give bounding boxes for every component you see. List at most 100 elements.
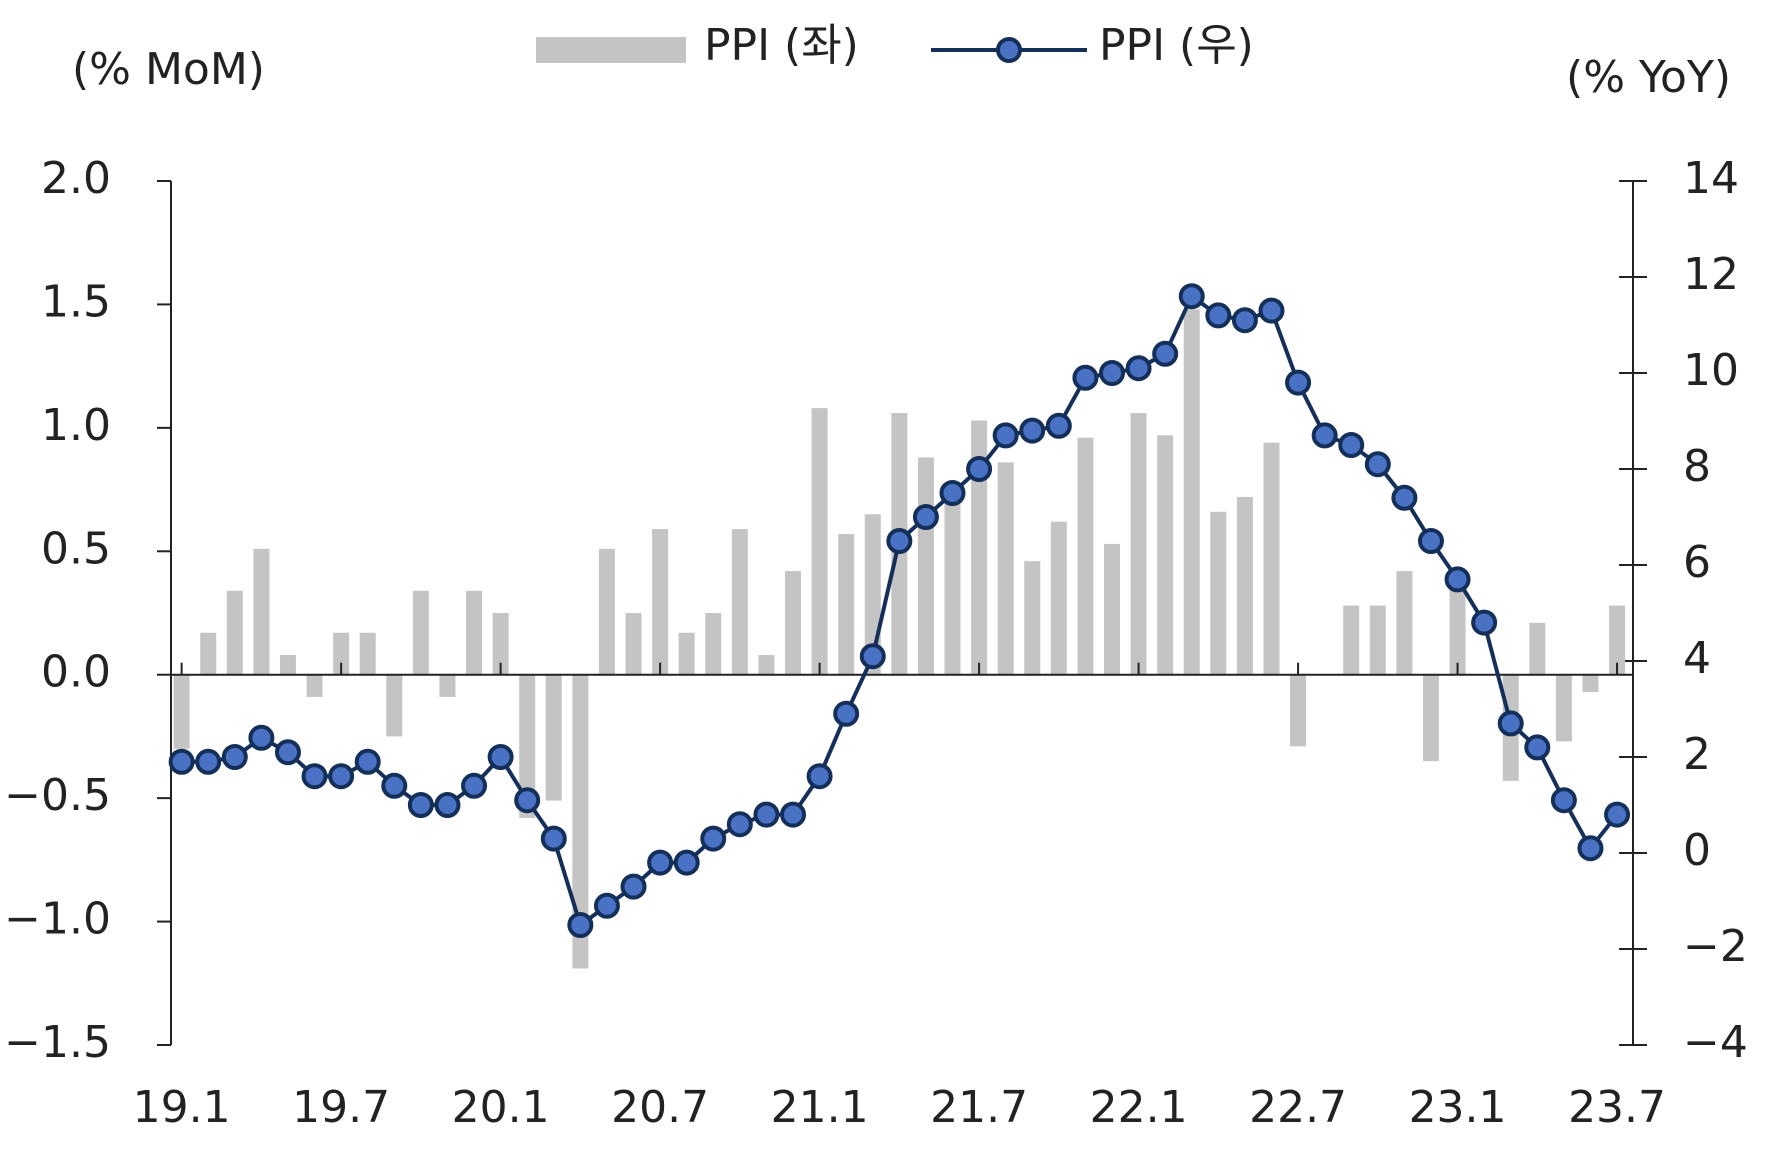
bar <box>1103 543 1120 675</box>
y-tick-label: 0.0 <box>41 647 111 698</box>
marker <box>673 849 700 876</box>
y2-tick-label: 6 <box>1683 537 1711 588</box>
marker <box>354 748 381 775</box>
marker <box>1364 451 1391 478</box>
bar <box>1396 571 1413 675</box>
bar <box>1130 413 1147 675</box>
x-tick-label: 19.1 <box>133 1082 231 1133</box>
bar <box>1236 496 1253 675</box>
x-tick-label: 23.1 <box>1409 1082 1507 1133</box>
x-tick-label: 19.7 <box>292 1082 390 1133</box>
bar <box>944 487 961 675</box>
marker <box>1072 364 1099 391</box>
bar <box>1183 309 1200 675</box>
bar <box>466 590 483 675</box>
marker <box>726 811 753 838</box>
y-tick-label: 1.0 <box>41 400 111 451</box>
marker <box>593 892 620 919</box>
marker <box>1258 297 1285 324</box>
bar <box>1050 521 1067 675</box>
marker <box>700 825 727 852</box>
y2-tick-label: 0 <box>1683 825 1711 876</box>
bar <box>492 613 509 675</box>
marker <box>1045 412 1072 439</box>
legend-label: PPI (우) <box>1099 20 1254 71</box>
marker <box>780 801 807 828</box>
marker <box>1417 528 1444 554</box>
legend-marker <box>996 37 1022 63</box>
bar <box>1290 674 1307 747</box>
bar <box>997 462 1014 675</box>
y-tick-label: 1.5 <box>41 276 111 327</box>
bar <box>758 654 775 675</box>
marker <box>939 480 966 506</box>
bar <box>625 613 642 675</box>
bar <box>838 534 855 675</box>
marker <box>1604 801 1631 828</box>
marker <box>248 724 275 751</box>
marker <box>912 504 939 530</box>
marker <box>1444 566 1471 593</box>
bar <box>1263 442 1280 675</box>
marker <box>886 528 913 554</box>
y2-tick-label: −4 <box>1683 1017 1748 1068</box>
bar <box>917 457 934 675</box>
bar <box>1369 605 1386 675</box>
legend-label: PPI (좌) <box>704 20 859 71</box>
marker <box>1524 734 1551 761</box>
x-tick-label: 21.1 <box>771 1082 869 1133</box>
marker <box>1125 355 1152 382</box>
marker <box>992 422 1019 449</box>
y2-tick-label: 2 <box>1683 729 1711 780</box>
x-tick-label: 23.7 <box>1568 1082 1666 1133</box>
bar <box>785 571 802 675</box>
marker <box>647 849 674 876</box>
marker <box>514 787 541 814</box>
y2-tick-label: 12 <box>1683 249 1739 300</box>
bar <box>1555 674 1572 742</box>
x-tick-label: 21.7 <box>930 1082 1028 1133</box>
x-tick-label: 22.7 <box>1249 1082 1347 1133</box>
y-tick-label: 0.5 <box>41 523 111 574</box>
bar <box>652 529 669 675</box>
y2-tick-label: −2 <box>1683 921 1748 972</box>
bar <box>386 674 403 737</box>
bar <box>572 674 589 969</box>
marker <box>1231 307 1258 334</box>
bar <box>519 674 536 818</box>
marker <box>1285 369 1312 396</box>
bar <box>705 613 722 675</box>
bar <box>439 674 456 697</box>
marker <box>1152 340 1179 367</box>
y-tick-label: −1.5 <box>4 1017 111 1068</box>
marker <box>381 772 408 799</box>
marker <box>168 748 195 775</box>
marker <box>487 744 514 770</box>
bar <box>1343 605 1360 675</box>
marker <box>407 792 434 818</box>
x-tick-label: 20.7 <box>611 1082 709 1133</box>
bar <box>333 632 350 675</box>
bar <box>1024 561 1041 675</box>
marker <box>1338 432 1365 458</box>
bar <box>1449 578 1466 675</box>
bar <box>545 674 562 801</box>
marker <box>1019 417 1046 444</box>
marker <box>1178 283 1205 310</box>
marker <box>1098 360 1125 386</box>
marker <box>1205 302 1232 329</box>
bar <box>306 674 323 697</box>
bar <box>1077 437 1094 675</box>
bar <box>253 548 270 675</box>
y2-axis-label: (% YoY) <box>1566 52 1731 103</box>
y2-tick-label: 10 <box>1683 345 1739 396</box>
y-tick-label: −1.0 <box>4 894 111 945</box>
bar <box>226 590 243 675</box>
bar <box>731 529 748 675</box>
bar <box>811 408 828 675</box>
bar <box>1210 511 1227 675</box>
x-tick-label: 20.1 <box>452 1082 550 1133</box>
marker <box>833 700 860 727</box>
marker <box>1497 710 1524 737</box>
